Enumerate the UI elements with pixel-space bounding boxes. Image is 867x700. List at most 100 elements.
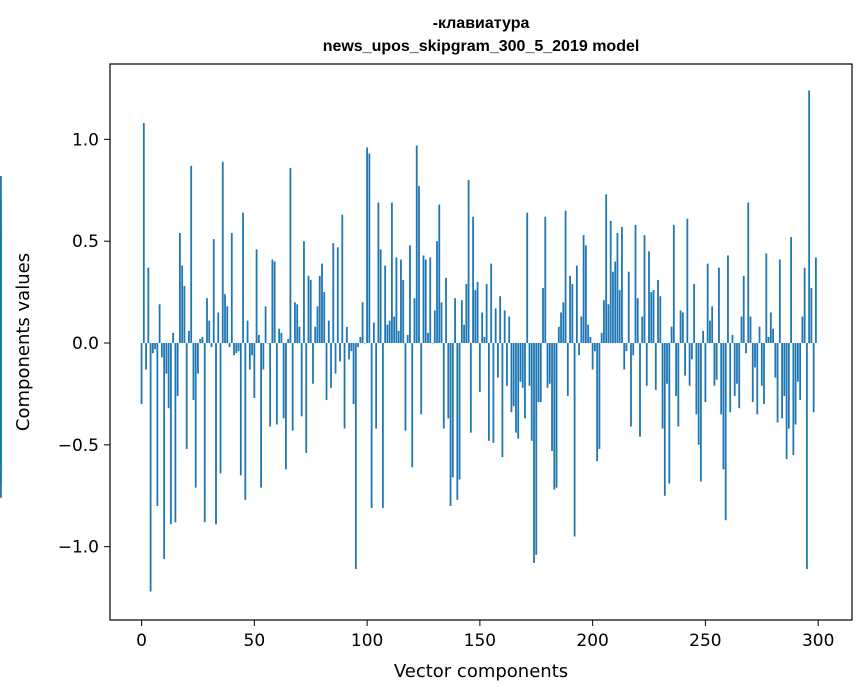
bar <box>336 247 339 344</box>
bar <box>603 300 605 344</box>
bar <box>731 334 734 344</box>
bar <box>463 324 465 344</box>
bar <box>539 343 542 403</box>
bar <box>140 343 143 405</box>
bar <box>0 281 2 344</box>
bar <box>427 332 429 344</box>
bar <box>720 343 723 415</box>
bar <box>257 334 260 344</box>
bar <box>530 343 533 441</box>
bar <box>145 343 147 370</box>
bar <box>469 343 472 433</box>
bar <box>636 298 639 344</box>
bar <box>210 343 213 348</box>
bar <box>533 343 535 563</box>
bar <box>740 316 743 344</box>
bar <box>285 343 287 470</box>
bar <box>801 316 804 344</box>
bar <box>445 277 447 344</box>
bar <box>763 343 765 405</box>
bar <box>208 320 211 344</box>
bar-series <box>0 90 817 592</box>
bar <box>476 281 479 344</box>
x-tick-label: 300 <box>802 631 834 651</box>
bar <box>269 343 272 427</box>
y-tick-label: 1.0 <box>72 130 99 150</box>
bar <box>508 316 511 344</box>
bar <box>675 343 677 396</box>
bar <box>785 343 788 460</box>
bar <box>580 316 583 344</box>
bar <box>467 180 470 344</box>
bar <box>578 343 580 356</box>
bar <box>695 343 698 415</box>
bar <box>393 316 396 344</box>
bar <box>765 253 768 344</box>
bar <box>237 343 240 352</box>
bar <box>742 275 745 344</box>
bar <box>406 334 409 344</box>
bar <box>582 235 585 344</box>
bar <box>600 332 603 344</box>
bar <box>260 343 262 488</box>
bar <box>524 343 526 419</box>
bar <box>519 343 522 382</box>
bar <box>551 343 553 451</box>
bar <box>174 343 177 523</box>
bar <box>379 249 382 344</box>
bar <box>808 90 811 344</box>
bar <box>758 326 761 344</box>
bar <box>418 186 420 344</box>
bar <box>266 343 269 344</box>
bar <box>402 279 405 344</box>
bar <box>341 214 344 344</box>
bar <box>332 243 335 344</box>
bar <box>557 326 560 344</box>
bar <box>627 271 630 344</box>
bar <box>359 336 362 344</box>
bar <box>501 343 504 458</box>
plot-frame <box>109 63 853 621</box>
bar <box>591 343 594 370</box>
bar <box>783 343 786 396</box>
bar <box>456 343 459 500</box>
bar <box>537 343 540 403</box>
bar <box>312 343 314 384</box>
bar <box>654 343 657 390</box>
bar <box>612 271 614 344</box>
bar <box>447 343 450 419</box>
bar <box>521 343 524 388</box>
bar <box>255 249 258 344</box>
bar <box>566 343 569 396</box>
bar <box>197 343 199 374</box>
bar <box>709 320 711 344</box>
bar <box>176 343 179 396</box>
bar <box>0 343 2 384</box>
x-axis-label: Vector components <box>394 661 568 682</box>
bar <box>391 202 393 344</box>
bar <box>163 343 166 559</box>
bar <box>587 324 590 344</box>
bar <box>219 343 222 474</box>
bar <box>404 343 407 431</box>
bar <box>641 316 644 344</box>
bar <box>724 343 727 521</box>
bar <box>330 343 332 388</box>
bar <box>815 257 817 344</box>
bar <box>273 261 276 344</box>
bar <box>713 343 716 386</box>
bar <box>381 343 384 508</box>
bar <box>433 310 436 344</box>
bar <box>598 343 601 449</box>
y-tick-label: 0.0 <box>72 334 99 354</box>
bar <box>573 343 576 537</box>
bar <box>478 343 481 392</box>
bar <box>188 330 190 344</box>
bar <box>693 283 696 344</box>
bar <box>296 304 299 344</box>
bar <box>386 324 389 344</box>
bar <box>634 224 637 344</box>
bar <box>413 298 416 344</box>
